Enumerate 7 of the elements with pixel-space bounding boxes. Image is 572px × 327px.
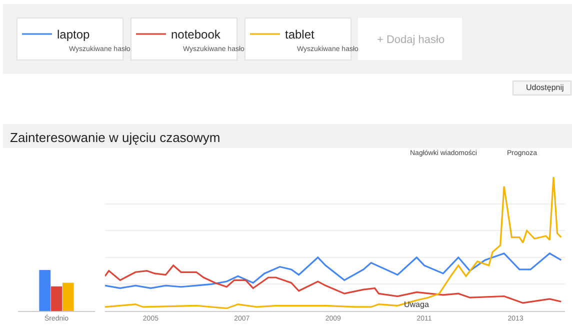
text: Udostępnij (526, 83, 564, 92)
chart-title: Zainteresowanie w ujęciu czasowym (10, 130, 220, 145)
legend-label: tablet (285, 28, 316, 42)
annotation: Uwaga (404, 300, 430, 309)
text: + Dodaj hasło (377, 34, 445, 46)
legend-label: notebook (171, 28, 222, 42)
legend-label: laptop (57, 28, 90, 42)
